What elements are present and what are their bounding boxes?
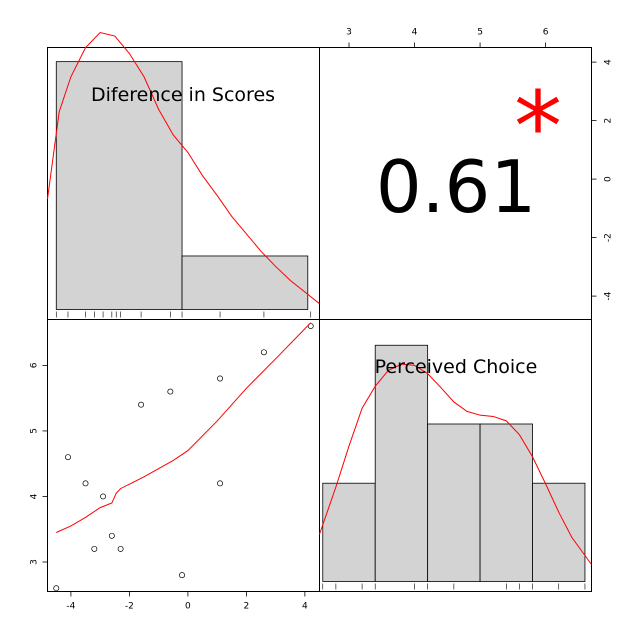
- scatter-point: [53, 585, 60, 592]
- scatter-point: [82, 480, 89, 487]
- correlation-value: 0.61: [376, 145, 536, 229]
- hist-bar: [181, 255, 309, 310]
- hist-bar: [427, 423, 481, 582]
- tick-label-right: -2: [604, 233, 614, 242]
- scatter-point: [117, 545, 124, 552]
- tick-label-bottom: -2: [125, 602, 134, 612]
- hist-bar: [55, 61, 183, 310]
- label-diference-in-scores: Diference in Scores: [91, 84, 275, 106]
- tick-label-bottom: 0: [185, 602, 191, 612]
- hist-bar: [532, 482, 586, 582]
- density-line-diff: [47, 32, 320, 305]
- scatter-point: [108, 532, 115, 539]
- tick-label-bottom: 2: [244, 602, 250, 612]
- tick-label-left: 5: [30, 428, 40, 434]
- tick-label-top: 4: [412, 28, 418, 38]
- scatter-point: [217, 480, 224, 487]
- scatter-point: [91, 545, 98, 552]
- panel-bottom-right: [319, 319, 592, 592]
- label-perceived-choice: Perceived Choice: [375, 356, 538, 378]
- scatter-point: [260, 349, 267, 356]
- scatter-point: [65, 454, 71, 461]
- tick-label-top: 3: [346, 28, 352, 38]
- scatter-point: [100, 493, 107, 500]
- tick-label-left: 6: [30, 362, 40, 368]
- scatter-point: [167, 388, 174, 395]
- density-line-choice: [319, 363, 592, 565]
- hist-bar: [322, 482, 376, 582]
- tick-label-right: -4: [604, 291, 614, 300]
- histogram-perceived-choice: [319, 344, 592, 590]
- tick-label-right: 2: [604, 118, 614, 124]
- tick-label-bottom: 4: [302, 602, 308, 612]
- scatter-point: [217, 375, 224, 382]
- tick-label-bottom: -4: [66, 602, 75, 612]
- significance-star: *: [514, 71, 562, 183]
- hist-bar: [479, 423, 533, 582]
- tick-label-top: 6: [543, 28, 549, 38]
- smooth-line: [56, 322, 312, 533]
- histogram-diference-in-scores: [47, 32, 320, 318]
- tick-label-left: 3: [30, 559, 40, 565]
- scatter-point: [179, 572, 185, 579]
- hist-bar: [374, 344, 429, 582]
- tick-label-right: 4: [604, 59, 614, 65]
- tick-label-right: 0: [604, 176, 614, 182]
- scatter-panel: [53, 322, 314, 592]
- scatter-point: [138, 401, 145, 408]
- tick-label-top: 5: [477, 28, 483, 38]
- tick-label-left: 4: [30, 493, 40, 499]
- panel-bottom-left: [47, 319, 320, 592]
- axes-group: -4 -2 0 2 4 3 4 5 6 3 4 5 6 -4 -2 0 2 4: [30, 28, 614, 612]
